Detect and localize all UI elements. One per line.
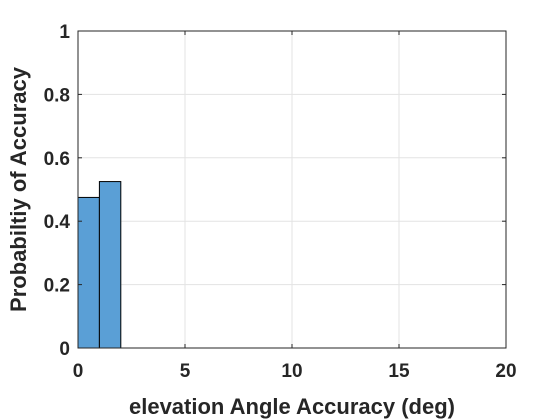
y-tick-label: 1	[59, 22, 70, 43]
y-tick-label: 0.4	[44, 212, 71, 233]
x-axis-label: elevation Angle Accuracy (deg)	[129, 394, 455, 419]
y-tick-label: 0.6	[44, 149, 70, 170]
x-tick-label: 10	[281, 361, 302, 382]
histogram-bar-1	[98, 181, 122, 349]
ticks: 0 5 10 15 20 0 0.2 0.4 0.6 0.8 1	[44, 22, 517, 382]
bars	[77, 181, 122, 349]
grid	[77, 30, 507, 349]
y-tick-label: 0	[59, 339, 70, 360]
y-tick-label: 0.8	[44, 85, 70, 106]
y-tick-label: 0.2	[44, 276, 70, 297]
histogram-bar-0	[77, 196, 100, 349]
x-tick-label: 20	[495, 361, 516, 382]
x-tick-label: 0	[73, 361, 84, 382]
x-tick-label: 15	[388, 361, 410, 382]
y-axis-label: Probabiltiy of Accuracy	[6, 66, 31, 312]
x-tick-label: 5	[180, 361, 191, 382]
